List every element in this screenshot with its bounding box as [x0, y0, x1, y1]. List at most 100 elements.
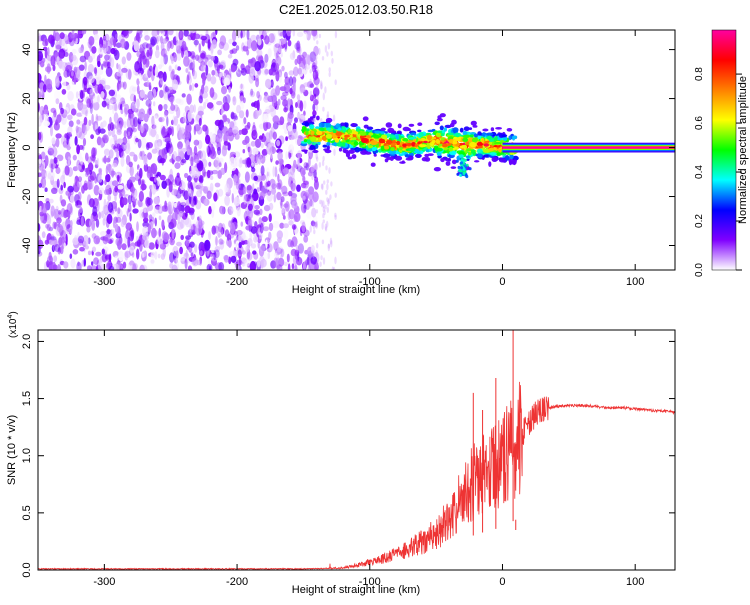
spectrogram-cell: [175, 155, 182, 162]
spectrogram-cell: [511, 135, 516, 141]
spectrogram-cell: [49, 255, 53, 263]
spectrogram-cell: [245, 225, 252, 231]
spectrogram-cell: [459, 169, 463, 173]
spectrogram-cell: [323, 209, 326, 216]
spectrogram-cell: [116, 62, 119, 70]
spectrogram-cell: [176, 106, 181, 119]
spectrogram-cell: [88, 75, 95, 84]
spectrogram-cell: [186, 148, 191, 156]
spectrogram-cell: [166, 116, 169, 127]
spectrogram-cell: [38, 158, 42, 165]
spectrogram-cell: [301, 126, 306, 131]
spectrogram-cell: [321, 160, 325, 167]
spectrogram-cell: [291, 263, 295, 270]
spectrogram-cell: [300, 182, 307, 189]
x-tick-label: -100: [359, 576, 381, 588]
spectrogram-cell: [290, 182, 296, 192]
spectrogram-cell: [55, 41, 61, 52]
spectrogram-cell: [101, 100, 107, 108]
spectrogram-cell: [255, 154, 263, 163]
spectrogram-cell: [275, 55, 282, 67]
spectrogram-cell: [303, 139, 308, 143]
spectrogram-cell: [253, 175, 258, 181]
spectrogram-cell: [244, 171, 250, 183]
spectrogram-cell: [239, 157, 243, 164]
spectrogram-cell: [109, 122, 114, 131]
spectrogram-cell: [236, 206, 241, 217]
spectrogram-cell: [200, 35, 207, 41]
spectrogram-cell: [181, 158, 187, 164]
spectrogram-cell: [462, 134, 470, 138]
spectrogram-cell: [201, 38, 205, 47]
spectrogram-cell: [266, 191, 274, 202]
spectrogram-cell: [170, 55, 174, 65]
spectrogram-cell: [322, 200, 325, 209]
spectrogram-cell: [101, 248, 106, 255]
spectrogram-cell: [215, 30, 218, 35]
spectrogram-cell: [127, 236, 131, 248]
spectrogram-cell: [55, 133, 62, 139]
spectrogram-cell: [283, 261, 288, 267]
spectrogram-cell: [132, 263, 137, 270]
spectrogram-cell: [228, 38, 234, 45]
spectrogram-cell: [465, 174, 469, 179]
spectrogram-cell: [52, 221, 56, 229]
spectrogram-cell: [69, 226, 73, 234]
spectrogram-cell: [133, 116, 138, 128]
spectrogram-cell: [235, 240, 240, 252]
spectrogram-cell: [83, 116, 88, 126]
spectrogram-cell: [309, 94, 315, 102]
spectrogram-cell: [323, 180, 326, 185]
spectrogram-cell: [110, 170, 115, 178]
spectrogram-cell: [294, 117, 298, 123]
spectrogram-cell: [283, 203, 289, 208]
spectrogram-cell: [288, 209, 295, 220]
spectrogram-cell: [114, 255, 120, 262]
spectrogram-cell: [295, 102, 298, 108]
spectrogram-cell: [136, 78, 140, 86]
spectrogram-cell: [141, 180, 145, 192]
spectrogram-cell: [312, 110, 317, 117]
spectrogram-cell: [89, 88, 94, 96]
spectrogram-cell: [321, 56, 325, 61]
spectrogram-y-ticks: -40 -20 0 20 40: [21, 43, 675, 253]
spectrogram-cell: [328, 167, 331, 174]
spectrogram-cell: [252, 121, 256, 129]
spectrogram-cell: [280, 252, 283, 263]
spectrogram-cell: [397, 123, 402, 129]
spectrogram-cell: [139, 125, 146, 132]
spectrogram-cell: [198, 218, 203, 229]
spectrogram-cell: [80, 216, 84, 227]
x-tick-label: -200: [226, 276, 248, 288]
spectrogram-cell: [277, 236, 282, 244]
spectrogram-cell: [390, 146, 395, 152]
spectrogram-cell: [168, 125, 173, 135]
spectrogram-cell: [99, 128, 106, 134]
spectrogram-cell: [270, 32, 277, 45]
spectrogram-cell: [276, 139, 281, 147]
spectrogram-cell: [85, 167, 90, 176]
spectrogram-cell: [130, 186, 136, 194]
spectrogram-cell: [70, 108, 77, 116]
spectrogram-cell: [180, 234, 184, 240]
spectrogram-cell: [237, 235, 242, 243]
spectrogram-cell: [315, 223, 318, 229]
spectrogram-cell: [198, 224, 201, 235]
spectrogram-cell: [252, 111, 257, 120]
spectrogram-cell: [139, 89, 145, 99]
spectrogram-cell: [98, 187, 105, 195]
spectrogram-cell: [398, 136, 405, 139]
y-tick-label: 2.0: [21, 334, 33, 349]
spectrogram-cell: [170, 201, 175, 213]
spectrogram-cell: [227, 54, 233, 59]
spectrogram-cell: [299, 84, 304, 94]
spectrogram-cell: [52, 264, 58, 270]
spectrogram-cell: [231, 125, 239, 134]
spectrogram-cell: [69, 253, 73, 259]
spectrogram-cell: [268, 33, 275, 44]
spectrogram-cell: [431, 139, 436, 144]
spectrogram-cell: [138, 108, 146, 118]
spectrogram-cell: [268, 213, 272, 223]
spectrogram-cell: [67, 114, 73, 121]
spectrogram-cell: [62, 62, 66, 72]
